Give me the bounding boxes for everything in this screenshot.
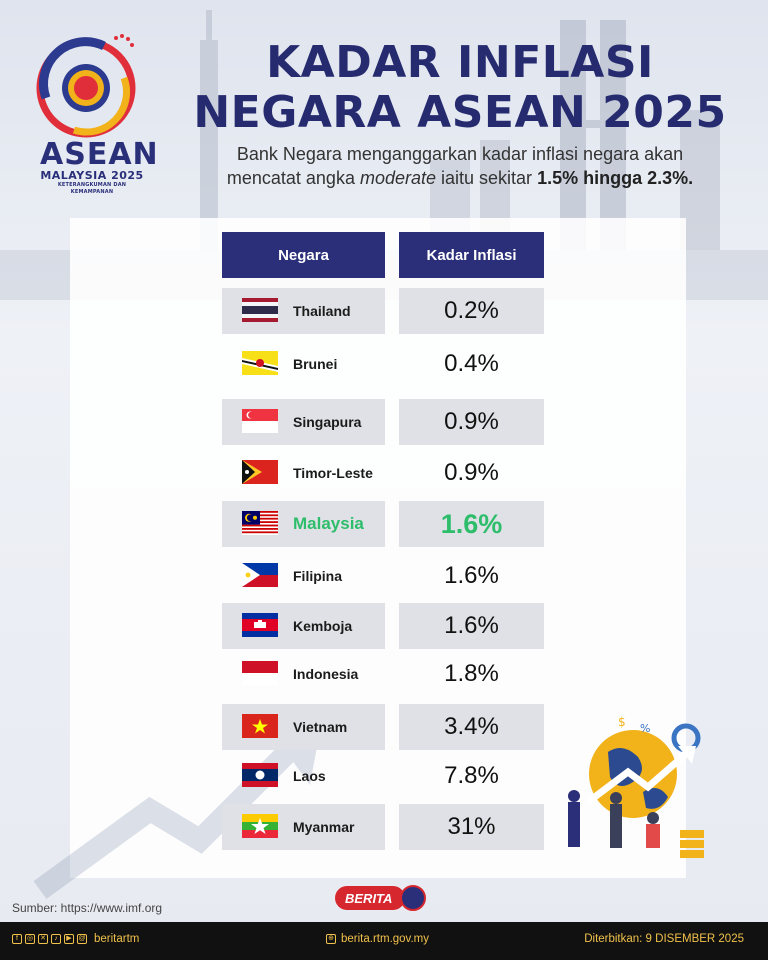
inflation-rate: 1.8% xyxy=(444,660,499,687)
youtube-icon[interactable]: ▶ xyxy=(64,934,74,944)
table-row: Filipina 1.6% xyxy=(222,553,544,599)
published-date: Diterbitkan: 9 DISEMBER 2025 xyxy=(584,933,744,945)
brand-text: BERITA xyxy=(345,891,392,906)
country-cell: Indonesia xyxy=(222,651,385,697)
table-row: Malaysia 1.6% xyxy=(222,501,544,547)
subtitle-italic: moderate xyxy=(359,168,437,188)
inflation-rate: 1.6% xyxy=(444,562,499,589)
instagram-icon[interactable]: ◎ xyxy=(25,934,35,944)
indonesia-flag-icon xyxy=(242,661,278,685)
country-name: Vietnam xyxy=(293,719,348,735)
logo-word: ASEAN xyxy=(40,137,159,172)
table-row: Brunei 0.4% xyxy=(222,341,544,387)
table-row: Vietnam 3.4% xyxy=(222,704,544,750)
myanmar-flag-icon xyxy=(242,814,278,838)
country-cell: Myanmar xyxy=(222,804,385,850)
footer-bar: f ◎ ✕ ♪ ▶ @ beritartm ⊕ berita.rtm.gov.m… xyxy=(0,922,768,960)
subtitle-text: mencatat angka xyxy=(226,168,360,188)
country-name: Timor-Leste xyxy=(293,465,373,481)
source-note: Sumber: https://www.imf.org xyxy=(12,901,163,915)
inflation-rate: 0.9% xyxy=(444,459,499,486)
country-name: Malaysia xyxy=(293,514,364,533)
threads-icon[interactable]: @ xyxy=(77,934,87,944)
country-cell: Timor-Leste xyxy=(222,450,385,496)
title-line-1: KADAR INFLASI xyxy=(266,37,654,88)
table-row: Kemboja 1.6% xyxy=(222,603,544,649)
country-cell: Malaysia xyxy=(222,501,385,547)
country-cell: Thailand xyxy=(222,288,385,334)
timor-leste-flag-icon xyxy=(242,460,278,484)
table-row: Thailand 0.2% xyxy=(222,288,544,334)
globe-icon: ⊕ xyxy=(326,934,336,944)
subtitle-range: 1.5% hingga 2.3%. xyxy=(537,168,694,188)
philippines-flag-icon xyxy=(242,563,278,587)
logo-text: ASEAN MALAYSIA 2025 KETERANGKUMAN DAN KE… xyxy=(40,137,159,196)
laos-flag-icon xyxy=(242,763,278,787)
column-header-rate: Kadar Inflasi xyxy=(399,232,544,278)
table-row: Timor-Leste 0.9% xyxy=(222,450,544,496)
thailand-flag-icon xyxy=(242,298,278,322)
singapore-flag-icon xyxy=(242,409,278,433)
x-icon[interactable]: ✕ xyxy=(38,934,48,944)
table-row: Laos 7.8% xyxy=(222,753,544,799)
website-url[interactable]: berita.rtm.gov.my xyxy=(341,933,429,945)
country-name: Thailand xyxy=(293,303,351,319)
column-header-country: Negara xyxy=(222,232,385,278)
cambodia-flag-icon xyxy=(242,613,278,637)
country-name: Filipina xyxy=(293,568,342,584)
country-cell: Vietnam xyxy=(222,704,385,750)
inflation-rate: 7.8% xyxy=(444,762,499,789)
country-name: Indonesia xyxy=(293,666,359,682)
facebook-icon[interactable]: f xyxy=(12,934,22,944)
country-name: Singapura xyxy=(293,414,362,430)
vietnam-flag-icon xyxy=(242,714,278,738)
logo-line2: KETERANGKUMAN DAN KEMAMPANAN xyxy=(57,182,127,195)
country-name: Brunei xyxy=(293,356,338,372)
asean-malaysia-2025-logo xyxy=(36,34,136,138)
logo-line1: MALAYSIA 2025 xyxy=(40,169,144,182)
inflation-rate: 0.4% xyxy=(444,350,499,377)
country-cell: Filipina xyxy=(222,553,385,599)
website[interactable]: ⊕ berita.rtm.gov.my xyxy=(326,933,429,945)
title-line-2: NEGARA ASEAN 2025 xyxy=(193,87,727,138)
country-name: Kemboja xyxy=(293,618,353,634)
subtitle-text-2: iaitu sekitar xyxy=(436,168,538,188)
table-row: Singapura 0.9% xyxy=(222,399,544,445)
table-row: Indonesia 1.8% xyxy=(222,651,544,697)
inflation-rate: 0.9% xyxy=(399,399,544,445)
country-name: Myanmar xyxy=(293,819,355,835)
inflation-rate: 3.4% xyxy=(399,704,544,750)
inflation-rate: 0.2% xyxy=(399,288,544,334)
social-links: f ◎ ✕ ♪ ▶ @ beritartm xyxy=(12,933,139,945)
social-handle[interactable]: beritartm xyxy=(94,933,140,945)
business-growth-illustration: $ % xyxy=(568,715,704,858)
country-cell: Kemboja xyxy=(222,603,385,649)
tiktok-icon[interactable]: ♪ xyxy=(51,934,61,944)
country-cell: Laos xyxy=(222,753,385,799)
berita-rtm-logo: BERITA xyxy=(335,885,426,911)
svg-text:%: % xyxy=(640,722,650,735)
subtitle: Bank Negara menganggarkan kadar inflasi … xyxy=(160,142,760,190)
country-name: Laos xyxy=(293,768,326,784)
country-cell: Brunei xyxy=(222,341,385,387)
page-title: KADAR INFLASI NEGARA ASEAN 2025 xyxy=(180,38,740,138)
inflation-rate: 1.6% xyxy=(399,603,544,649)
table-row: Myanmar 31% xyxy=(222,804,544,850)
brunei-flag-icon xyxy=(242,351,278,375)
malaysia-flag-icon xyxy=(242,511,278,535)
subtitle-line-1: Bank Negara menganggarkan kadar inflasi … xyxy=(236,144,684,164)
svg-text:$: $ xyxy=(618,715,626,729)
country-cell: Singapura xyxy=(222,399,385,445)
inflation-rate: 1.6% xyxy=(399,501,544,547)
inflation-rate: 31% xyxy=(399,804,544,850)
subtitle-line-2: mencatat angka moderate iaitu sekitar 1.… xyxy=(160,166,760,190)
